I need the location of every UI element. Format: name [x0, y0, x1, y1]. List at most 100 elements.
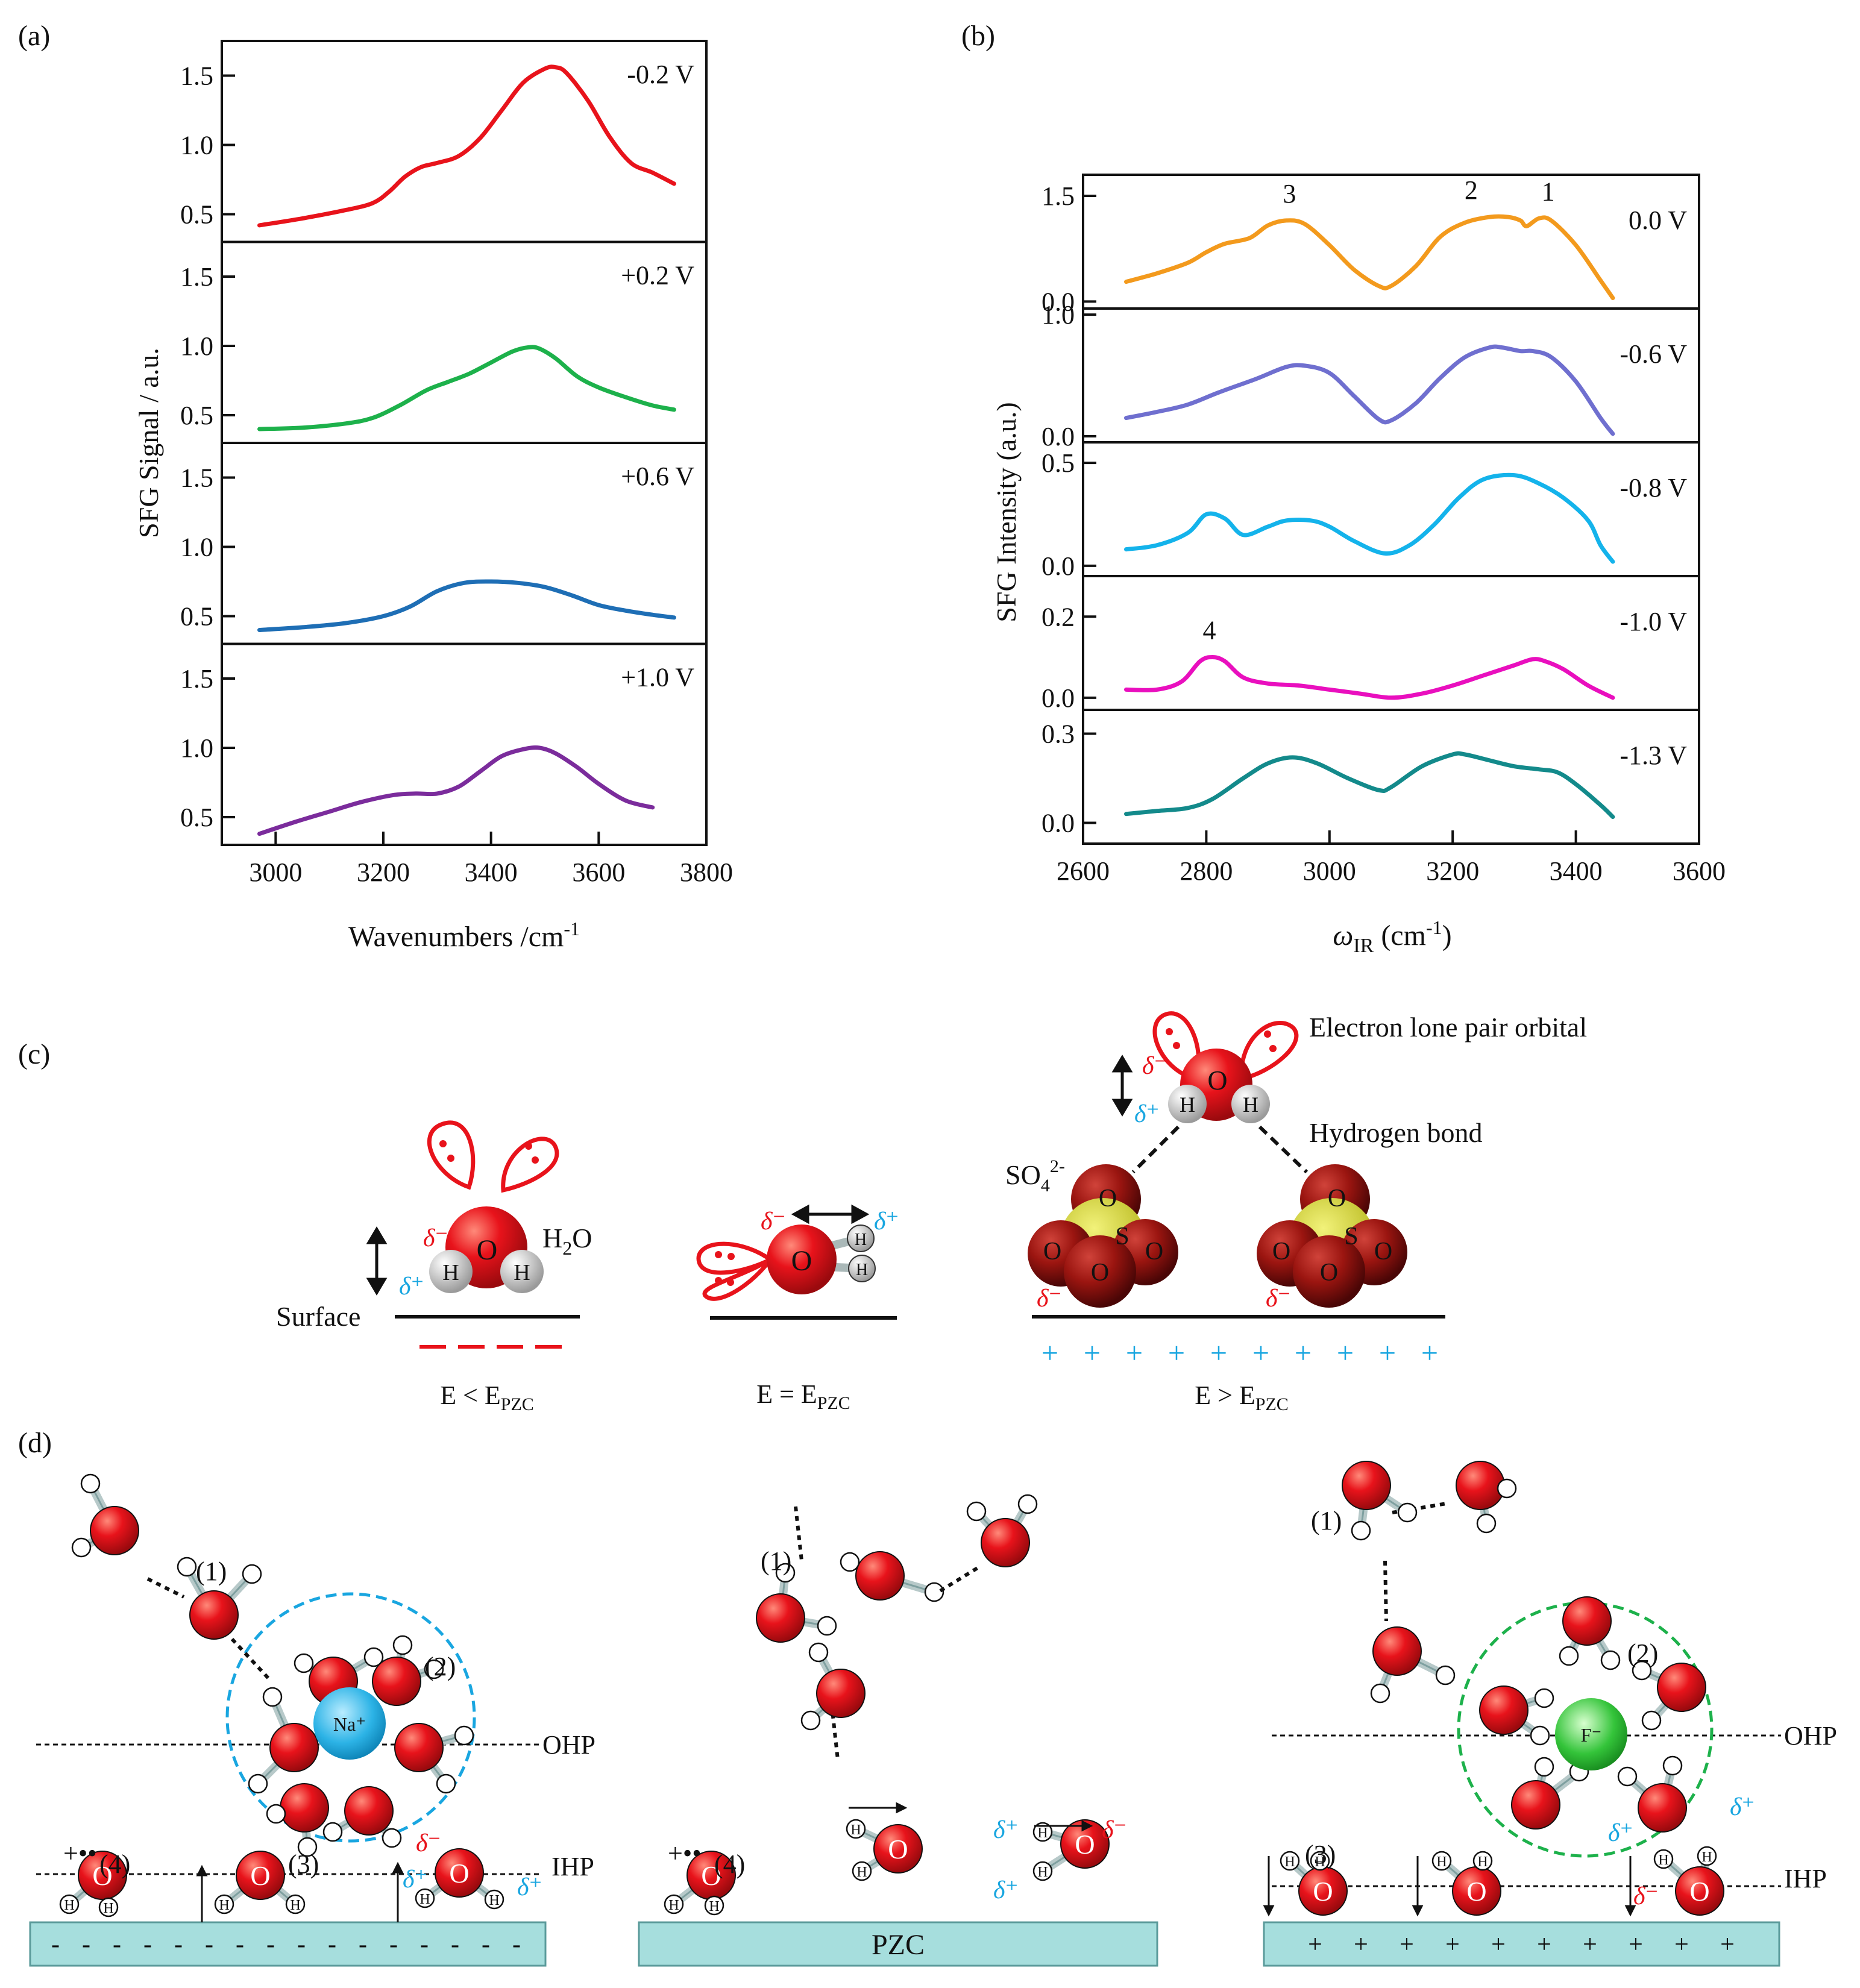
hydrogen-atom [1653, 1849, 1674, 1869]
oxygen-symbol: O [1207, 1065, 1227, 1096]
y-tick-label: 1.5 [180, 61, 213, 91]
sodium-ion [313, 1687, 386, 1760]
hydrogen-atom [266, 1804, 286, 1824]
minus-sign: - [143, 1931, 152, 1958]
hydrogen-symbol: H [855, 1231, 867, 1249]
oxygen-atom [816, 1669, 866, 1718]
y-tick-label: 0.0 [1042, 422, 1075, 451]
hydrogen-atom [840, 1552, 860, 1572]
hydrogen-atom [966, 1501, 987, 1522]
oxygen-symbol: O [92, 1860, 112, 1891]
water-molecule [266, 1783, 329, 1857]
hydrogen-atom [1476, 1513, 1497, 1534]
dipole-arrow-icon [791, 1204, 870, 1224]
hydrogen-bond-label: Hydrogen bond [1309, 1117, 1482, 1148]
minus-sign: - [297, 1931, 306, 1958]
layer-label-2: (2) [1627, 1638, 1658, 1668]
hydrogen-atom [1351, 1520, 1371, 1541]
hydrogen-atom [177, 1557, 197, 1577]
hydrogen-atom [382, 1828, 402, 1848]
oxygen-symbol: O [1075, 1829, 1095, 1860]
layer-label-3: (3) [1305, 1840, 1336, 1869]
peak-label: 4 [1203, 616, 1216, 645]
hydrogen-atom [852, 1861, 872, 1881]
oxygen-symbol: O [791, 1245, 812, 1277]
oxygen-atom [756, 1593, 805, 1643]
svg-text:O: O [1272, 1238, 1290, 1265]
plus-sign: + [1252, 1336, 1269, 1370]
hydrogen-symbol: H [1701, 1849, 1712, 1865]
minus-sign: - [451, 1931, 459, 1958]
plus-sign: + [1042, 1336, 1058, 1370]
series-line-1 [257, 64, 676, 228]
layer-label-1: (1) [761, 1546, 791, 1576]
minus-sign: - [359, 1931, 367, 1958]
delta-minus-label: δ⁻ [1633, 1883, 1659, 1910]
plus-sign: + [1583, 1931, 1597, 1958]
delta-minus-label: δ⁻ [1142, 1052, 1167, 1080]
svg-text:O: O [1043, 1238, 1061, 1265]
oxygen-symbol: O [477, 1234, 498, 1266]
hydrogen-atom [248, 1773, 268, 1794]
hydrogen-symbol: H [1284, 1854, 1295, 1870]
hydrogen-atom [848, 1255, 876, 1282]
delta-plus-label: δ⁺ [517, 1874, 542, 1901]
hydration-shell-na [225, 1592, 476, 1843]
svg-text:O: O [1328, 1185, 1346, 1212]
hydrogen-bond [939, 1565, 981, 1593]
hydrogen-bond [146, 1577, 185, 1599]
minus-sign: - [51, 1931, 60, 1958]
x-tick-label: 3800 [680, 858, 733, 887]
series-label: -1.3 V [1620, 741, 1687, 770]
delta-plus-label: δ⁺ [399, 1273, 424, 1300]
electrode-positive [1263, 1921, 1780, 1967]
hydrogen-atom [664, 1894, 684, 1914]
water-molecule [177, 1557, 262, 1640]
y-tick-label: 1.5 [1042, 181, 1075, 211]
plus-sign: + [1379, 1336, 1396, 1370]
hydrogen-symbol: H [856, 1261, 868, 1279]
minus-sign: - [420, 1931, 429, 1958]
chart-b: 0.01.50.0 V0.01.0-0.6 V0.00.5-0.8 V0.00.… [991, 174, 1726, 957]
series-line-4 [257, 745, 655, 836]
oxygen-symbol: O [1313, 1876, 1333, 1907]
panel-label-c: (c) [18, 1038, 50, 1070]
surface-label: Surface [276, 1301, 360, 1332]
y-tick-label: 0.2 [1042, 602, 1075, 632]
hydrogen-bond [1383, 1560, 1388, 1622]
y-tick-label: 1.0 [180, 131, 213, 160]
oxygen-atom [189, 1590, 239, 1640]
water-molecule [1370, 1626, 1456, 1704]
chart-a: 0.5 1.0 1.5 -0.2 V 0.5 1.0 1.5 +0.2 V 0.5 1.0 1.5 +… [133, 40, 733, 953]
hydrogen-symbol: H [489, 1893, 499, 1908]
plus-sign: + [1445, 1931, 1460, 1958]
series-line-1 [1124, 214, 1615, 300]
hydrogen-atom [363, 1647, 384, 1667]
plus-sign: + [1354, 1931, 1368, 1958]
y-tick-label: 0.5 [180, 803, 213, 832]
hydrogen-atom [429, 1250, 473, 1293]
water-molecule [71, 1473, 139, 1558]
minus-sign: - [328, 1931, 336, 1958]
minus-sign: - [389, 1931, 398, 1958]
water-molecule [1511, 1757, 1589, 1830]
series-label: -1.0 V [1620, 607, 1687, 636]
x-tick-label: 3000 [1303, 856, 1356, 886]
hydrogen-atom [392, 1635, 413, 1655]
hydrogen-symbol: H [1436, 1854, 1447, 1870]
water-molecule [1456, 1461, 1517, 1534]
hydrogen-bond [794, 1506, 803, 1561]
hydrogen-symbol: H [1477, 1854, 1488, 1870]
panel-label-b: (b) [961, 20, 995, 52]
hydrogen-symbol: H [1180, 1093, 1195, 1117]
oxygen-symbol: O [250, 1860, 270, 1891]
delta-plus-label: δ⁺ [1608, 1819, 1633, 1847]
h2o-label: H2O [542, 1223, 592, 1259]
hydrogen-atom [80, 1473, 101, 1494]
hydrogen-atom [294, 1653, 314, 1673]
hydrogen-atom [98, 1897, 119, 1917]
fluoride-ion-label: F⁻ [1581, 1724, 1602, 1746]
water-molecule [394, 1723, 474, 1794]
